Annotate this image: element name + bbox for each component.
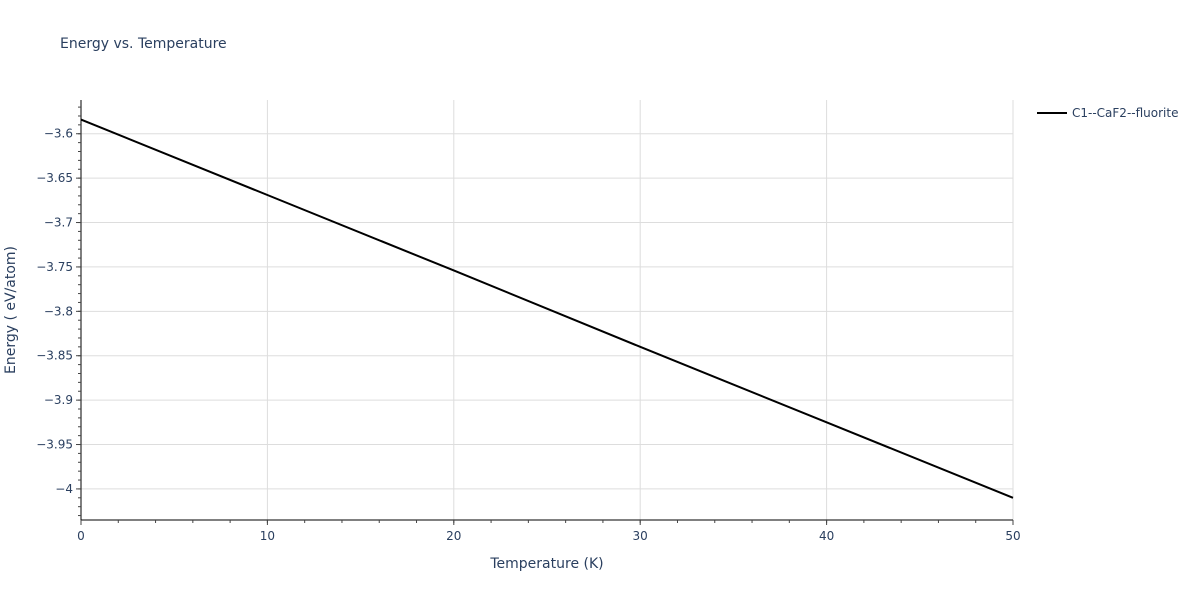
x-tick-label: 50 — [1005, 529, 1020, 543]
y-tick-label: −3.9 — [44, 393, 73, 407]
axes — [80, 100, 1013, 521]
y-tick-label: −4 — [55, 482, 73, 496]
y-tick-label: −3.65 — [36, 171, 73, 185]
x-tick-label: 30 — [633, 529, 648, 543]
legend-line-icon — [1037, 112, 1067, 114]
gridlines — [81, 100, 1014, 520]
x-tick-label: 20 — [446, 529, 461, 543]
y-tick-label: −3.85 — [36, 349, 73, 363]
x-axis-title: Temperature (K) — [489, 556, 603, 572]
legend-item[interactable]: C1--CaF2--fluorite — [1037, 106, 1178, 120]
y-axis-ticks: −3.6 −3.65 −3.7 −3.75 −3.8 −3.85 −3.9 −3.95 −4 — [36, 106, 81, 517]
y-tick-label: −3.7 — [44, 216, 73, 230]
series-line — [80, 118, 1014, 499]
x-tick-label: 40 — [819, 529, 834, 543]
y-axis-title: Energy ( eV/atom) — [3, 246, 19, 374]
chart-title: Energy vs. Temperature — [60, 36, 227, 52]
x-tick-label: 10 — [260, 529, 275, 543]
y-tick-label: −3.8 — [44, 304, 73, 318]
y-tick-label: −3.95 — [36, 438, 73, 452]
x-tick-label: 0 — [77, 529, 85, 543]
y-tick-label: −3.75 — [36, 260, 73, 274]
legend-label: C1--CaF2--fluorite — [1072, 106, 1179, 120]
y-tick-label: −3.6 — [44, 127, 73, 141]
data-series — [80, 118, 1014, 499]
x-axis-ticks: 0 10 20 30 40 50 — [77, 520, 1021, 543]
